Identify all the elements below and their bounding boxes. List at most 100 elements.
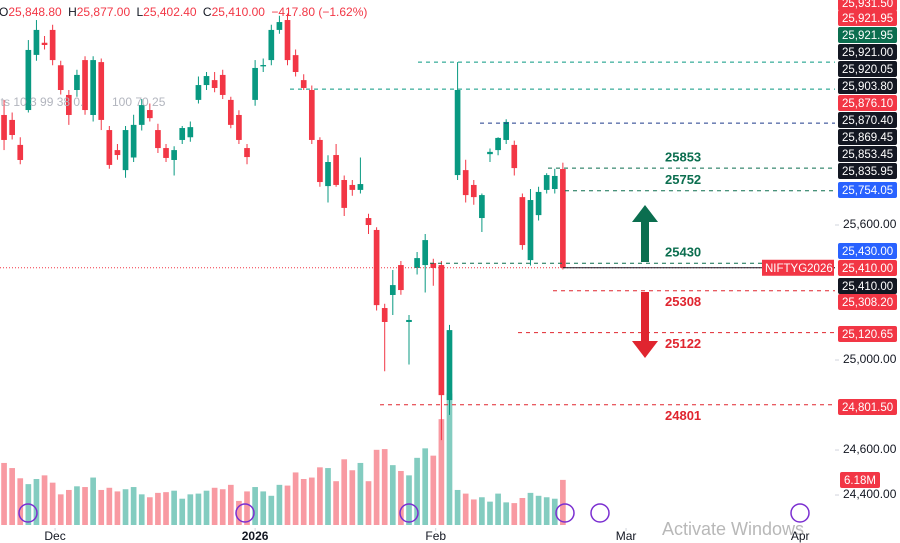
x-tick-label: Mar — [616, 529, 637, 543]
volume-bar — [1, 462, 7, 525]
volume-bar — [284, 485, 291, 525]
plot — [1, 13, 566, 525]
price-label: 25,903.80 — [842, 81, 893, 93]
candle-body — [292, 55, 299, 73]
price-label-box — [838, 10, 897, 26]
y-tick-label: 25,600.00 — [843, 217, 897, 231]
indicator-text: its 10 3 99 38 0. — [0, 95, 83, 109]
volume-bar — [406, 475, 412, 525]
candle-body — [252, 67, 258, 100]
volume-bar — [187, 494, 194, 525]
price-label: 24,801.50 — [842, 402, 893, 414]
candle-body — [171, 150, 177, 160]
volume-bar — [519, 497, 526, 525]
indicator-text: 100 70 25 — [112, 95, 166, 109]
price-label-box — [838, 326, 897, 342]
volume-bar — [511, 503, 518, 525]
price-label: 25,308.20 — [842, 297, 893, 309]
candle-body — [9, 119, 15, 136]
volume-bar — [543, 497, 550, 525]
volume-bar — [308, 477, 315, 525]
level-label: 25752 — [665, 172, 701, 187]
volume-bar — [57, 494, 64, 525]
candle-body — [211, 80, 218, 88]
label-o: O — [0, 5, 8, 19]
candle-body — [155, 130, 161, 149]
volume-bar — [98, 489, 105, 525]
x-tick-label: 2026 — [242, 529, 269, 543]
volume-bar — [341, 459, 348, 525]
candle-body — [41, 42, 48, 46]
volume-bar — [325, 468, 331, 525]
volume-bar — [365, 481, 372, 525]
candle-body — [551, 175, 558, 190]
candle-body — [398, 265, 404, 291]
candle-body — [308, 90, 315, 140]
candle-body — [300, 80, 307, 88]
candle-body — [122, 130, 129, 171]
price-label-box — [838, 163, 897, 179]
price-label-box — [838, 278, 897, 294]
symbol-box — [762, 259, 834, 276]
volume-bar — [203, 490, 210, 525]
volume-bar — [535, 495, 542, 525]
candle-body — [227, 99, 234, 125]
volume-bar — [268, 495, 275, 525]
volume-bar — [454, 489, 461, 525]
level-label: 24801 — [665, 408, 701, 423]
level-label: 25308 — [665, 294, 701, 309]
price-label-box — [838, 294, 897, 310]
volume-bar — [300, 479, 307, 525]
candle-body — [495, 137, 501, 151]
price-label-box — [838, 112, 897, 128]
candle-body — [430, 263, 437, 268]
volume-bar — [211, 487, 218, 525]
volume-bar — [389, 465, 396, 525]
candle-body — [1, 114, 7, 140]
candle-body — [511, 144, 518, 169]
volume-bar — [470, 499, 477, 525]
volume-bar — [66, 489, 72, 525]
candle-body — [438, 265, 445, 396]
volume-bar — [317, 467, 323, 525]
price-label: 25,754.05 — [842, 185, 893, 197]
change: −417.80 (−1.62%) — [271, 5, 367, 19]
candle-body — [535, 191, 542, 216]
volume-bar — [9, 468, 15, 525]
y-tick-label: 24,400.00 — [843, 487, 897, 501]
price-label: 25,921.95 — [842, 13, 893, 25]
volume-bar — [219, 489, 226, 525]
candle-body — [470, 184, 477, 198]
y-tick-label: 24,600.00 — [843, 442, 897, 456]
candle-body — [479, 195, 485, 219]
open: 25,848.80 — [8, 5, 62, 19]
volume-bar — [252, 487, 258, 525]
candle-body — [276, 22, 283, 30]
volume-bar — [138, 494, 145, 525]
price-label: 25,876.10 — [842, 98, 893, 110]
volume-bar — [106, 487, 113, 525]
volume-bar — [495, 493, 501, 525]
volume-bar — [155, 492, 161, 525]
price-label-box — [838, 0, 897, 11]
up-arrow — [632, 205, 658, 262]
volume-bar — [33, 479, 40, 525]
candle-body — [82, 60, 88, 111]
candle-body — [187, 127, 194, 138]
candle-body — [49, 29, 56, 61]
candle-body — [244, 148, 250, 158]
volume-bar — [41, 475, 48, 525]
price-label-box — [838, 61, 897, 77]
volume-bar — [179, 498, 186, 525]
close: 25,410.00 — [212, 5, 266, 19]
volume-bar — [122, 489, 129, 525]
volume-bar — [114, 491, 121, 525]
candle-body — [487, 151, 493, 155]
candle-body — [422, 240, 429, 266]
candle-body — [163, 148, 169, 158]
x-tick-label: Feb — [425, 529, 446, 543]
candle-body — [333, 155, 339, 185]
volume-bar — [260, 491, 267, 525]
volume-bar — [551, 498, 558, 525]
volume-bar — [462, 493, 469, 525]
